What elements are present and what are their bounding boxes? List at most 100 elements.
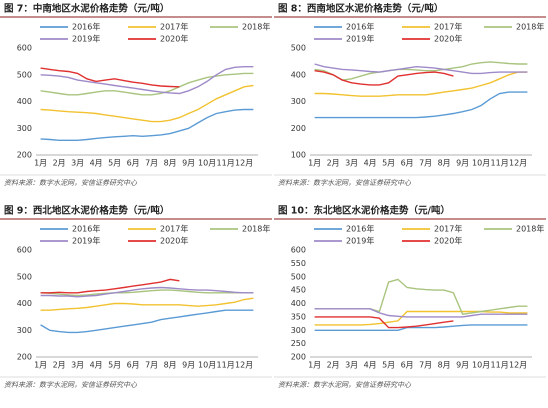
- x-tick-label: 10月: [472, 159, 490, 168]
- chart-title: 图 8：西南地区水泥价格走势（元/吨）: [278, 3, 443, 15]
- source-note: 资料来源：数字水泥网，安信证券研究中心: [278, 381, 412, 389]
- legend-label: 2017年: [160, 22, 188, 32]
- y-tick-label: 100: [291, 151, 306, 160]
- y-tick-label: 500: [17, 272, 32, 281]
- legend-label: 2017年: [434, 22, 462, 32]
- series-line: [40, 108, 254, 141]
- series-line: [314, 61, 528, 81]
- series-line: [314, 70, 454, 86]
- x-tick-label: 8月: [164, 159, 177, 168]
- legend-label: 2020年: [160, 236, 188, 246]
- x-tick-label: 9月: [182, 361, 195, 370]
- x-tick-label: 4月: [90, 159, 103, 168]
- x-tick-label: 3月: [345, 361, 358, 370]
- legend-label: 2016年: [346, 224, 374, 234]
- x-tick-label: 3月: [345, 159, 358, 168]
- x-tick-label: 1月: [308, 159, 321, 168]
- x-tick-label: 8月: [438, 159, 451, 168]
- legend-label: 2018年: [516, 224, 544, 234]
- x-tick-label: 3月: [71, 361, 84, 370]
- series-line: [40, 84, 254, 123]
- legend-label: 2016年: [72, 224, 100, 234]
- series-line: [40, 297, 254, 311]
- y-tick-label: 400: [17, 97, 32, 106]
- chart-title: 图 9：西北地区水泥价格走势（元/吨）: [4, 205, 169, 217]
- series-line: [314, 308, 528, 318]
- x-tick-label: 7月: [419, 159, 432, 168]
- x-tick-label: 4月: [364, 361, 377, 370]
- legend-label: 2017年: [434, 224, 462, 234]
- x-tick-label: 4月: [90, 361, 103, 370]
- x-tick-label: 7月: [419, 361, 432, 370]
- y-tick-label: 200: [17, 151, 32, 160]
- y-tick-label: 350: [291, 312, 306, 321]
- x-tick-label: 8月: [438, 361, 451, 370]
- y-tick-label: 300: [17, 326, 32, 335]
- x-tick-label: 7月: [145, 159, 158, 168]
- y-tick-label: 400: [291, 70, 306, 79]
- y-tick-label: 500: [17, 70, 32, 79]
- x-tick-label: 12月: [509, 159, 527, 168]
- x-tick-label: 2月: [327, 361, 340, 370]
- y-tick-label: 600: [291, 246, 306, 255]
- x-tick-label: 9月: [182, 159, 195, 168]
- series-line: [314, 71, 528, 97]
- y-tick-label: 600: [17, 44, 32, 53]
- chart-title: 图 10：东北地区水泥价格走势（元/吨）: [278, 205, 450, 217]
- y-tick-label: 200: [291, 353, 306, 362]
- legend-label: 2020年: [160, 34, 188, 44]
- x-tick-label: 12月: [235, 159, 253, 168]
- x-tick-label: 9月: [456, 159, 469, 168]
- x-tick-label: 10月: [198, 159, 216, 168]
- series-line: [40, 278, 180, 294]
- y-tick-label: 200: [291, 124, 306, 133]
- series-line: [40, 72, 254, 96]
- x-tick-label: 6月: [401, 159, 414, 168]
- x-tick-label: 11月: [491, 159, 509, 168]
- chart-title: 图 7：中南地区水泥价格走势（元/吨）: [4, 3, 169, 15]
- legend-label: 2017年: [160, 224, 188, 234]
- x-tick-label: 12月: [509, 361, 527, 370]
- y-tick-label: 250: [291, 339, 306, 348]
- x-tick-label: 3月: [71, 159, 84, 168]
- x-tick-label: 2月: [53, 159, 66, 168]
- x-tick-label: 11月: [217, 361, 235, 370]
- y-tick-label: 500: [291, 44, 306, 53]
- source-note: 资料来源：数字水泥网，安信证券研究中心: [4, 179, 138, 187]
- x-tick-label: 7月: [145, 361, 158, 370]
- legend-label: 2019年: [346, 34, 374, 44]
- series-line: [314, 324, 528, 331]
- legend-label: 2018年: [516, 22, 544, 32]
- series-line: [40, 66, 254, 95]
- legend-label: 2016年: [346, 22, 374, 32]
- x-tick-label: 5月: [382, 159, 395, 168]
- series-line: [314, 316, 454, 329]
- x-tick-label: 2月: [53, 361, 66, 370]
- x-tick-label: 1月: [308, 361, 321, 370]
- legend-label: 2016年: [72, 22, 100, 32]
- y-tick-label: 500: [291, 272, 306, 281]
- series-line: [314, 63, 528, 75]
- series-line: [314, 91, 528, 119]
- series-line: [40, 309, 254, 334]
- x-tick-label: 11月: [217, 159, 235, 168]
- y-tick-label: 300: [291, 97, 306, 106]
- x-tick-label: 1月: [34, 361, 47, 370]
- y-tick-label: 300: [17, 124, 32, 133]
- x-tick-label: 10月: [472, 361, 490, 370]
- x-tick-label: 6月: [127, 361, 140, 370]
- y-tick-label: 550: [291, 259, 306, 268]
- y-tick-label: 300: [291, 326, 306, 335]
- x-tick-label: 5月: [108, 159, 121, 168]
- legend-label: 2020年: [434, 236, 462, 246]
- legend-label: 2018年: [242, 224, 270, 234]
- chart-panel: 图 10：东北地区水泥价格走势（元/吨） 资料来源：数字水泥网，安信证券研究中心 2…: [274, 205, 546, 389]
- y-tick-label: 200: [17, 353, 32, 362]
- x-tick-label: 1月: [34, 159, 47, 168]
- x-tick-label: 11月: [491, 361, 509, 370]
- chart-panel: 图 7：中南地区水泥价格走势（元/吨） 资料来源：数字水泥网，安信证券研究中心 20…: [0, 3, 272, 187]
- series-line: [40, 289, 254, 297]
- x-tick-label: 12月: [235, 361, 253, 370]
- x-tick-label: 5月: [108, 361, 121, 370]
- y-tick-label: 400: [291, 299, 306, 308]
